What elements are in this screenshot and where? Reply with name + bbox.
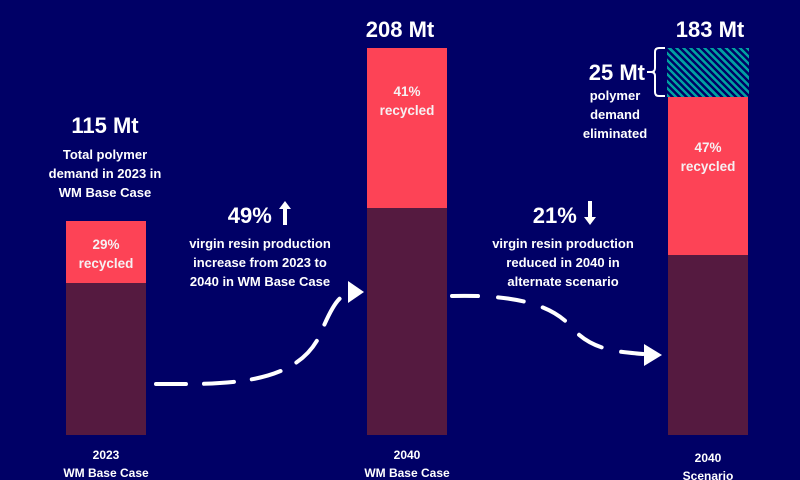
increase-desc-line: virgin resin production [189, 236, 331, 251]
bar3-category-case: Scenario [682, 469, 734, 480]
bar2-total-label: 208 Mt [365, 17, 435, 42]
bar3-category-label: 2040 Scenario [638, 449, 778, 480]
bar2-recycled-word: recycled [379, 103, 435, 118]
bar2-virgin-segment [367, 208, 447, 435]
bar2-category-case: WM Base Case [364, 466, 450, 480]
up-arrow-icon [279, 201, 292, 225]
bar1-desc-line: demand in 2023 in [48, 166, 162, 181]
eliminated-desc-line: polymer [589, 88, 641, 103]
bar2-recycled-segment [367, 48, 447, 208]
page-title-partial: · · · · · · · · [40, 0, 340, 4]
bar1-description: Total polymer demand in 2023 in WM Base … [20, 145, 190, 202]
decrease-description: virgin resin production reduced in 2040 … [458, 234, 668, 291]
eliminated-description: polymer demand eliminated [565, 86, 665, 143]
eliminated-desc-line: eliminated [582, 126, 648, 141]
bar2-recycled-label: 41% recycled [367, 82, 447, 120]
bracket-icon [647, 47, 665, 97]
bar1-category-case: WM Base Case [63, 466, 149, 480]
bar1-category-year: 2023 [92, 448, 120, 462]
down-arrow-icon [584, 201, 597, 225]
bar1-recycled-pct: 29% [92, 237, 120, 252]
increase-desc-line: increase from 2023 to [193, 255, 327, 270]
eliminated-desc-line: demand [590, 107, 640, 122]
bar3-category-year: 2040 [694, 451, 722, 465]
bar3-recycled-segment [668, 97, 748, 255]
bar1-recycled-label: 29% recycled [66, 235, 146, 273]
bar2-recycled-pct: 41% [393, 84, 421, 99]
bar1-desc-line: WM Base Case [58, 185, 152, 200]
bar3-recycled-label: 47% recycled [668, 138, 748, 176]
decrease-desc-line: reduced in 2040 in [506, 255, 620, 270]
bar2-category-label: 2040 WM Base Case [337, 446, 477, 480]
increase-description: virgin resin production increase from 20… [155, 234, 365, 291]
bar1-total-label: 115 Mt [71, 113, 139, 138]
decrease-desc-line: virgin resin production [492, 236, 634, 251]
decrease-curve-arrow-icon [450, 293, 662, 366]
increase-pct: 49% [227, 203, 272, 228]
bar3-recycled-word: recycled [680, 159, 736, 174]
increase-annotation: 49% [160, 200, 360, 229]
bar3-eliminated-segment [667, 48, 749, 97]
eliminated-amount-label: 25 Mt [588, 60, 645, 85]
decrease-annotation: 21% [460, 200, 670, 229]
increase-curve-arrow-icon [154, 281, 364, 387]
bar3-virgin-segment [668, 255, 748, 435]
bar2-category-year: 2040 [393, 448, 421, 462]
increase-desc-line: 2040 in WM Base Case [189, 274, 331, 289]
decrease-pct: 21% [532, 203, 577, 228]
bar1-recycled-segment [66, 221, 146, 283]
bar1-desc-line: Total polymer [62, 147, 148, 162]
bar3-total-label: 183 Mt [675, 17, 745, 42]
bar1-virgin-segment [66, 283, 146, 435]
bar1-recycled-word: recycled [78, 256, 134, 271]
decrease-desc-line: alternate scenario [507, 274, 619, 289]
bar1-category-label: 2023 WM Base Case [36, 446, 176, 480]
bar3-recycled-pct: 47% [694, 140, 722, 155]
